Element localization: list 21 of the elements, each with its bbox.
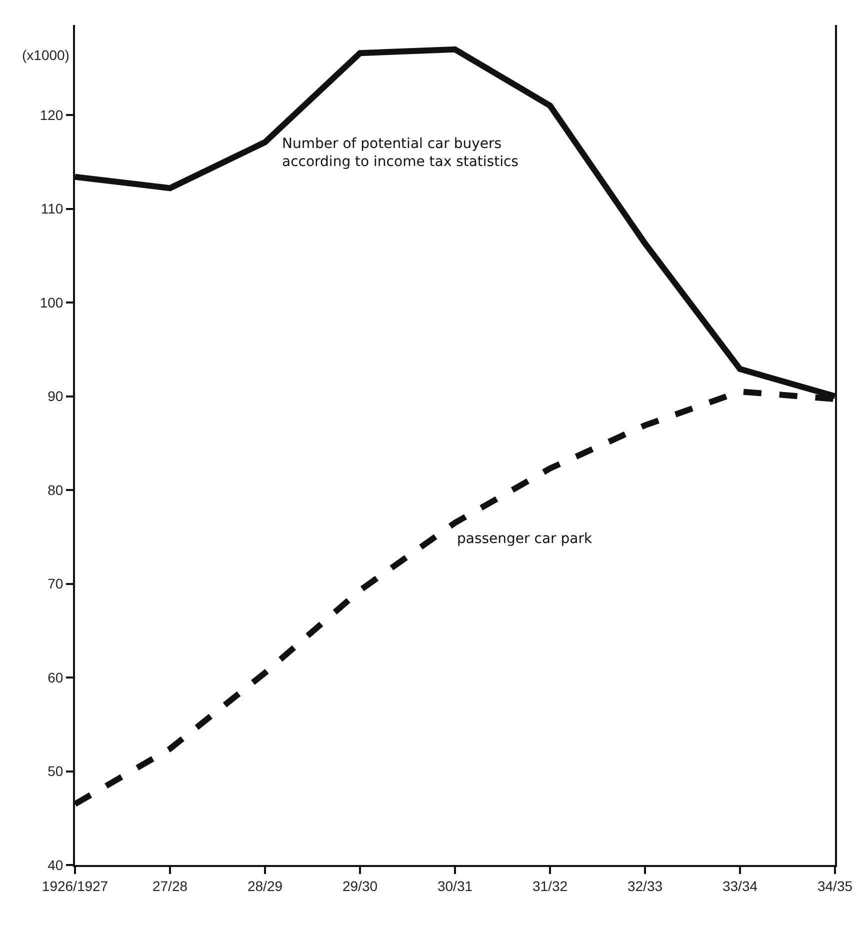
x-tick-label: 33/34 [722, 878, 758, 894]
x-tick-label: 28/29 [247, 878, 283, 894]
series-label: passenger car park [457, 531, 593, 547]
y-tick-label: 80 [48, 482, 64, 498]
series-label: Number of potential car buyers according to income tax statistics [282, 136, 518, 170]
x-tick-label: 34/35 [817, 878, 853, 894]
x-tick-label: 1926/1927 [42, 878, 108, 894]
x-tick-label: 30/31 [437, 878, 473, 894]
y-tick-label: 40 [48, 856, 64, 873]
y-tick-label: 120 [40, 106, 64, 123]
x-tick-label: 31/32 [532, 878, 568, 894]
y-tick-label: 90 [48, 388, 64, 404]
y-tick-label: 110 [40, 200, 64, 217]
y-tick-label: 70 [48, 576, 64, 592]
y-tick-label: 50 [48, 763, 64, 780]
x-tick-label: 29/30 [342, 878, 378, 894]
x-tick-label: 27/28 [152, 878, 188, 894]
x-tick-label: 32/33 [627, 878, 663, 894]
y-tick-label: 60 [48, 669, 64, 686]
y-axis-title: (x1000) [22, 47, 70, 63]
y-tick-label: 100 [40, 294, 64, 310]
